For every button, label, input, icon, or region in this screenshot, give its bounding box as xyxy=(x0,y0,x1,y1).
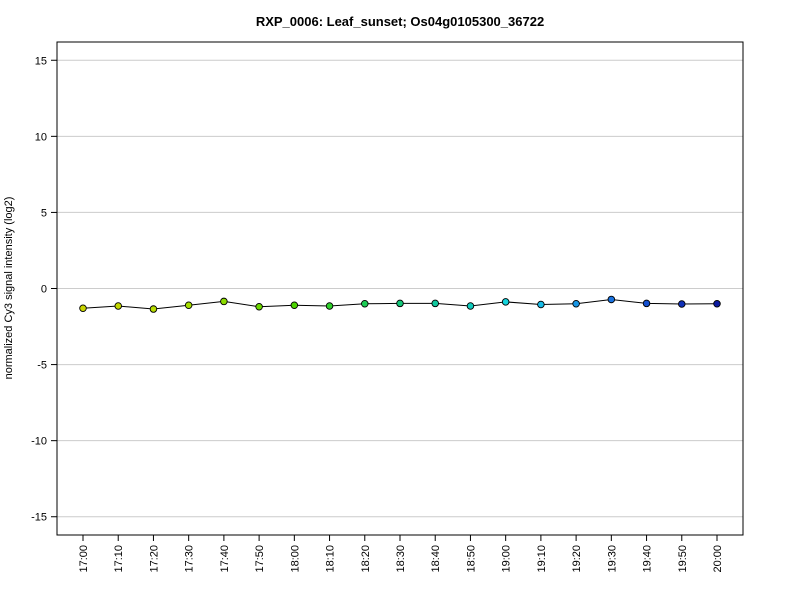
series xyxy=(79,295,721,313)
data-point xyxy=(431,299,439,308)
data-point xyxy=(290,301,299,309)
x-tick-label: 17:20 xyxy=(148,545,160,573)
x-tick-label: 18:20 xyxy=(360,545,372,573)
data-point xyxy=(79,304,87,313)
data-point xyxy=(184,301,193,309)
y-axis: 15 10 5 0 -5 -10 -15 xyxy=(31,55,57,524)
data-point xyxy=(678,300,686,308)
data-point xyxy=(572,299,580,308)
y-tick-label: 15 xyxy=(35,55,47,67)
chart-title: RXP_0006: Leaf_sunset; Os04g0105300_3672… xyxy=(256,14,544,29)
data-point xyxy=(466,302,475,310)
data-point xyxy=(325,302,334,310)
y-tick-label: 5 xyxy=(41,207,47,219)
data-point xyxy=(361,299,369,308)
data-point xyxy=(396,299,404,308)
x-tick-label: 18:30 xyxy=(395,545,407,573)
y-axis-title: normalized Cy3 signal intensity (log2) xyxy=(3,197,15,380)
y-tick-label: -15 xyxy=(31,512,47,524)
y-tick-label: 0 xyxy=(41,284,47,296)
x-tick-label: 18:00 xyxy=(289,545,301,573)
x-tick-label: 17:30 xyxy=(184,545,196,573)
y-tick-label: -5 xyxy=(37,360,47,372)
data-point xyxy=(713,299,721,308)
x-tick-label: 19:30 xyxy=(606,545,618,573)
x-tick-label: 19:10 xyxy=(536,545,548,573)
y-tick-label: -10 xyxy=(31,436,47,448)
x-tick-label: 17:00 xyxy=(78,545,90,573)
x-tick-label: 18:50 xyxy=(465,545,477,573)
gridlines xyxy=(57,59,743,518)
x-tick-label: 17:50 xyxy=(254,545,266,573)
data-point xyxy=(642,299,651,308)
x-tick-label: 19:40 xyxy=(642,545,654,573)
data-point xyxy=(149,305,158,313)
data-point xyxy=(220,297,228,306)
data-point xyxy=(501,298,510,306)
x-tick-label: 20:00 xyxy=(712,545,724,573)
x-tick-label: 18:10 xyxy=(325,545,337,573)
x-tick-label: 19:00 xyxy=(501,545,513,573)
x-tick-label: 18:40 xyxy=(430,545,442,573)
y-tick-label: 10 xyxy=(35,131,47,143)
data-point xyxy=(255,303,263,311)
data-point xyxy=(114,302,122,310)
x-tick-label: 17:10 xyxy=(113,545,125,573)
x-tick-label: 19:20 xyxy=(571,545,583,573)
x-tick-label: 17:40 xyxy=(219,545,231,573)
x-tick-label: 19:50 xyxy=(677,545,689,573)
data-point xyxy=(537,300,545,309)
x-axis: 17:00 17:10 17:20 17:30 17:40 17:50 18:00 18:10… xyxy=(78,534,724,573)
data-point xyxy=(607,295,616,304)
